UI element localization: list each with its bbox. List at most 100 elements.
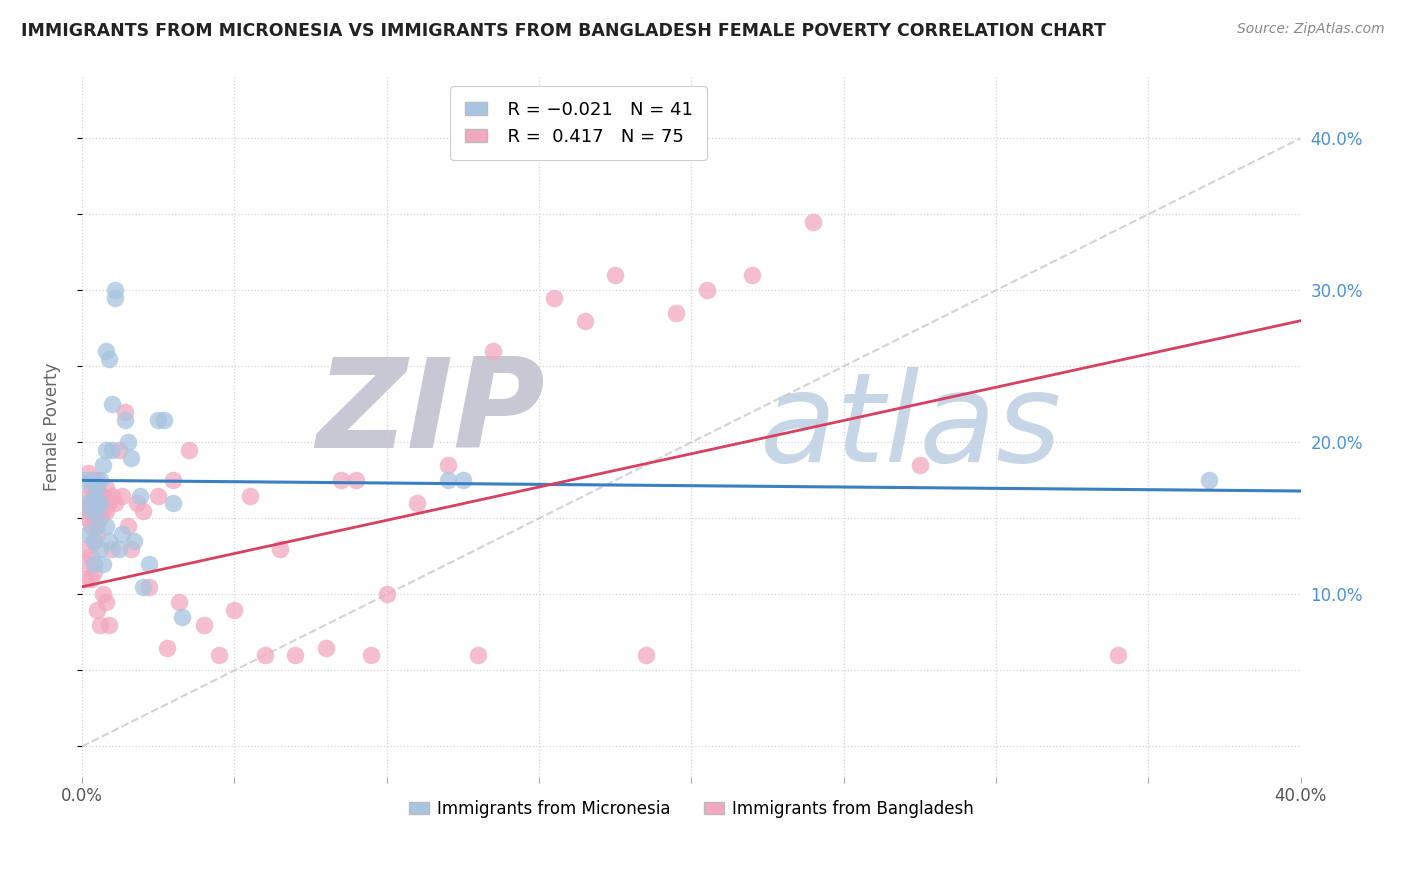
Point xyxy=(86,489,108,503)
Point xyxy=(104,283,127,297)
Point xyxy=(73,572,96,586)
Point xyxy=(107,541,129,556)
Point xyxy=(172,610,194,624)
Point xyxy=(77,511,100,525)
Point xyxy=(98,534,121,549)
Point xyxy=(83,534,105,549)
Point xyxy=(801,215,824,229)
Point xyxy=(375,587,398,601)
Point xyxy=(101,442,124,457)
Point xyxy=(908,458,931,472)
Point xyxy=(101,397,124,411)
Point xyxy=(574,314,596,328)
Point xyxy=(253,648,276,663)
Point xyxy=(73,504,96,518)
Point xyxy=(1107,648,1129,663)
Point xyxy=(86,474,108,488)
Point xyxy=(741,268,763,282)
Point xyxy=(605,268,627,282)
Point xyxy=(117,519,139,533)
Point xyxy=(80,481,103,495)
Point xyxy=(80,572,103,586)
Text: IMMIGRANTS FROM MICRONESIA VS IMMIGRANTS FROM BANGLADESH FEMALE POVERTY CORRELAT: IMMIGRANTS FROM MICRONESIA VS IMMIGRANTS… xyxy=(21,22,1107,40)
Point xyxy=(138,557,160,571)
Point xyxy=(101,489,124,503)
Point xyxy=(98,351,121,366)
Point xyxy=(451,474,474,488)
Legend: Immigrants from Micronesia, Immigrants from Bangladesh: Immigrants from Micronesia, Immigrants f… xyxy=(402,793,980,824)
Point xyxy=(83,534,105,549)
Point xyxy=(696,283,718,297)
Point xyxy=(284,648,307,663)
Point xyxy=(80,474,103,488)
Point xyxy=(83,557,105,571)
Point xyxy=(104,291,127,305)
Point xyxy=(89,496,111,510)
Point xyxy=(162,496,184,510)
Point xyxy=(269,541,291,556)
Point xyxy=(110,526,132,541)
Point xyxy=(83,489,105,503)
Point xyxy=(224,602,246,616)
Point xyxy=(436,474,458,488)
Point xyxy=(132,504,155,518)
Point xyxy=(80,504,103,518)
Point xyxy=(83,511,105,525)
Point xyxy=(91,557,114,571)
Point xyxy=(89,474,111,488)
Point xyxy=(329,474,352,488)
Text: ZIP: ZIP xyxy=(316,352,546,474)
Point xyxy=(77,526,100,541)
Point xyxy=(89,511,111,525)
Point xyxy=(162,474,184,488)
Point xyxy=(91,587,114,601)
Point xyxy=(177,442,200,457)
Point xyxy=(193,617,215,632)
Point xyxy=(436,458,458,472)
Point xyxy=(117,435,139,450)
Point xyxy=(360,648,382,663)
Point xyxy=(80,496,103,510)
Point xyxy=(86,526,108,541)
Point xyxy=(96,519,118,533)
Point xyxy=(89,617,111,632)
Point xyxy=(132,580,155,594)
Point xyxy=(146,412,169,426)
Text: atlas: atlas xyxy=(759,367,1062,488)
Point xyxy=(86,519,108,533)
Point xyxy=(208,648,231,663)
Point xyxy=(120,541,142,556)
Point xyxy=(406,496,429,510)
Point xyxy=(110,489,132,503)
Point xyxy=(80,519,103,533)
Point xyxy=(1198,474,1220,488)
Point xyxy=(634,648,657,663)
Point xyxy=(467,648,489,663)
Point xyxy=(315,640,337,655)
Point xyxy=(91,489,114,503)
Y-axis label: Female Poverty: Female Poverty xyxy=(44,363,60,491)
Point xyxy=(122,534,145,549)
Point xyxy=(86,481,108,495)
Point xyxy=(73,474,96,488)
Point xyxy=(153,412,176,426)
Point xyxy=(107,442,129,457)
Point xyxy=(120,450,142,465)
Point xyxy=(83,565,105,579)
Point xyxy=(96,344,118,359)
Point xyxy=(83,489,105,503)
Point xyxy=(89,541,111,556)
Point xyxy=(86,602,108,616)
Point xyxy=(156,640,179,655)
Point xyxy=(138,580,160,594)
Point xyxy=(73,541,96,556)
Point xyxy=(96,504,118,518)
Point xyxy=(77,489,100,503)
Point xyxy=(125,496,148,510)
Point xyxy=(96,442,118,457)
Point xyxy=(98,496,121,510)
Point xyxy=(91,504,114,518)
Point xyxy=(238,489,260,503)
Point xyxy=(86,504,108,518)
Point xyxy=(98,617,121,632)
